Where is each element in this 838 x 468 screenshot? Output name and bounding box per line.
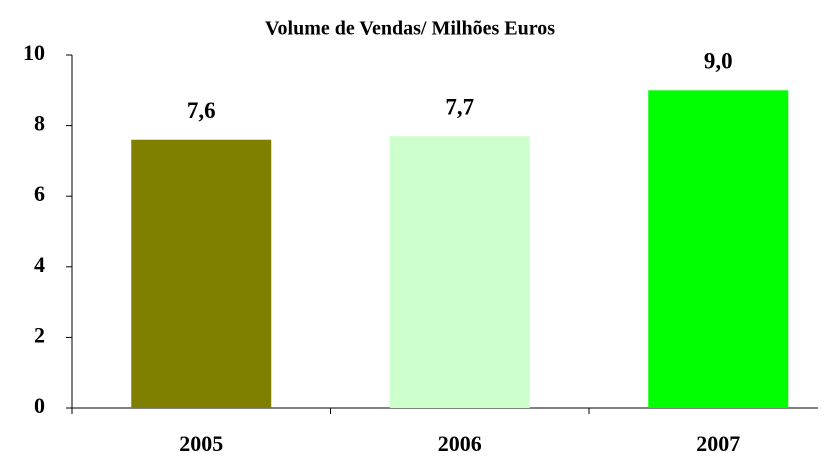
y-tick-label: 6 — [34, 181, 45, 206]
bar — [131, 139, 272, 408]
y-tick-label: 8 — [34, 111, 45, 136]
y-tick-label: 10 — [23, 40, 45, 65]
bar — [648, 90, 789, 409]
value-label: 7,7 — [445, 94, 474, 119]
y-tick-label: 4 — [34, 252, 45, 277]
value-label: 9,0 — [704, 49, 733, 74]
chart-title: Volume de Vendas/ Milhões Euros — [265, 18, 555, 40]
value-label: 7,6 — [187, 98, 216, 123]
x-tick-label: 2006 — [438, 431, 482, 456]
bar — [389, 136, 530, 408]
x-tick-label: 2005 — [179, 431, 223, 456]
y-tick-label: 2 — [34, 322, 45, 347]
y-tick-label: 0 — [34, 393, 45, 418]
x-tick-label: 2007 — [696, 431, 740, 456]
